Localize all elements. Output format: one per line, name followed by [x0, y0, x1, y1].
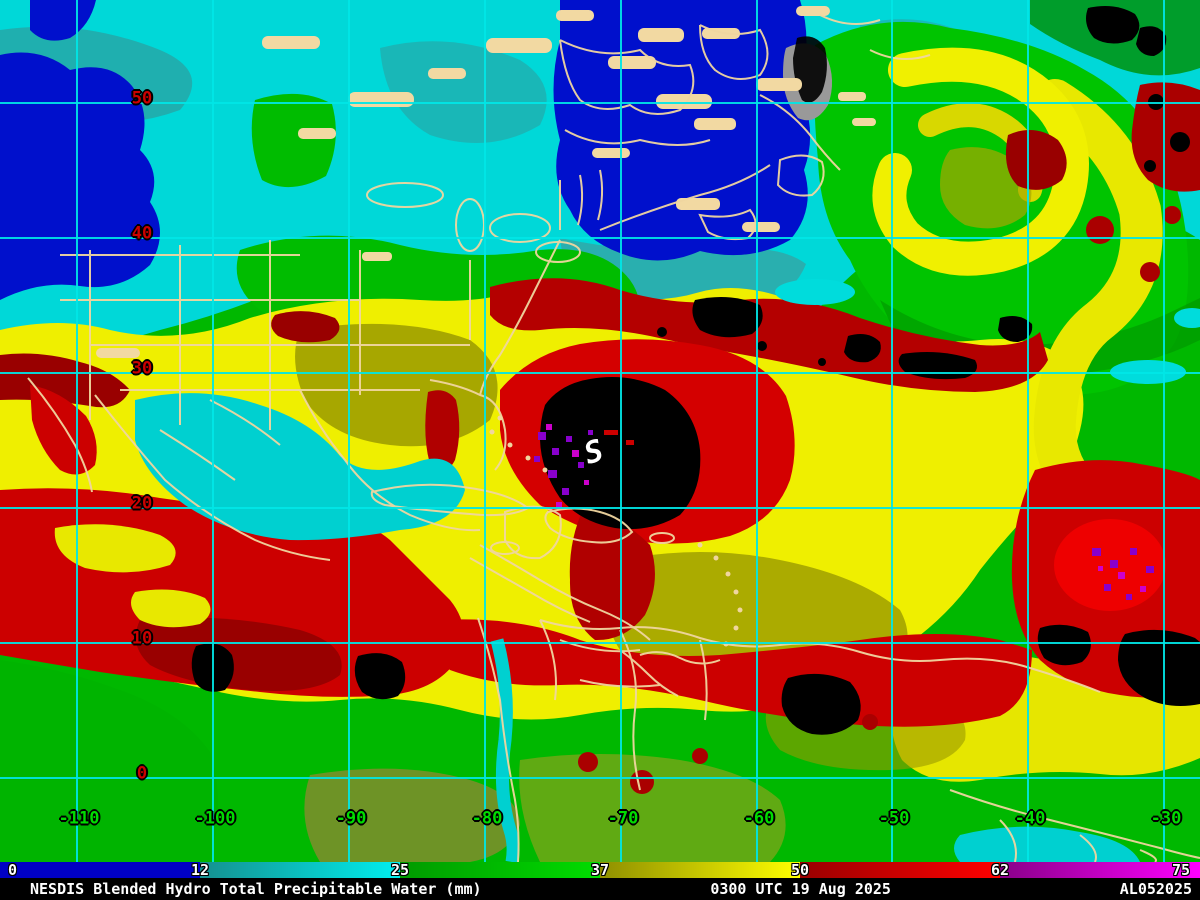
lon-gridline	[348, 0, 350, 862]
lat-gridline	[0, 642, 1200, 644]
scale-value-label: 12	[190, 861, 210, 879]
lon-label: -80	[471, 808, 503, 829]
lat-label: 40	[131, 223, 153, 244]
tpw-color-scale	[0, 862, 1200, 878]
scale-value-label: 37	[590, 861, 610, 879]
lon-label: -40	[1014, 808, 1046, 829]
lon-label: -110	[58, 808, 100, 829]
lon-label: -60	[743, 808, 775, 829]
lat-label: 10	[131, 628, 153, 649]
lon-label: -30	[1150, 808, 1182, 829]
scale-value-label: 50	[790, 861, 810, 879]
scale-value-label: 25	[390, 861, 410, 879]
lon-gridline	[484, 0, 486, 862]
lon-gridline	[1027, 0, 1029, 862]
scale-segment-62-75	[1000, 862, 1200, 878]
lon-gridline	[76, 0, 78, 862]
lon-label: -90	[335, 808, 367, 829]
lat-gridline	[0, 507, 1200, 509]
product-title: NESDIS Blended Hydro Total Precipitable …	[30, 880, 482, 898]
lat-label: 50	[131, 88, 153, 109]
product-timestamp: 0300 UTC 19 Aug 2025	[710, 880, 891, 898]
lon-gridline	[212, 0, 214, 862]
scale-segment-0-12	[0, 862, 200, 878]
scale-segment-25-37	[400, 862, 600, 878]
lat-gridline	[0, 237, 1200, 239]
tpw-raster-image	[0, 0, 1200, 862]
storm-id-label: AL052025	[1119, 880, 1193, 898]
scale-segment-50-62	[800, 862, 1000, 878]
lat-label: 0	[136, 763, 148, 784]
lat-gridline	[0, 777, 1200, 779]
scale-value-label: 75	[1171, 861, 1190, 879]
scale-value-label: 62	[990, 861, 1010, 879]
product-annotation-bar: NESDIS Blended Hydro Total Precipitable …	[0, 878, 1200, 900]
lon-gridline	[891, 0, 893, 862]
lat-gridline	[0, 372, 1200, 374]
lat-gridline	[0, 102, 1200, 104]
lon-label: -70	[607, 808, 639, 829]
scale-value-label: 0	[8, 861, 18, 879]
lat-label: 20	[131, 493, 153, 514]
lon-label: -100	[194, 808, 236, 829]
lon-gridline	[1163, 0, 1165, 862]
scale-segment-37-50	[600, 862, 800, 878]
scale-segment-12-25	[200, 862, 400, 878]
precipitable-water-map: S	[0, 0, 1200, 862]
lat-label: 30	[131, 358, 153, 379]
lon-gridline	[620, 0, 622, 862]
lon-gridline	[756, 0, 758, 862]
lon-label: -50	[878, 808, 910, 829]
